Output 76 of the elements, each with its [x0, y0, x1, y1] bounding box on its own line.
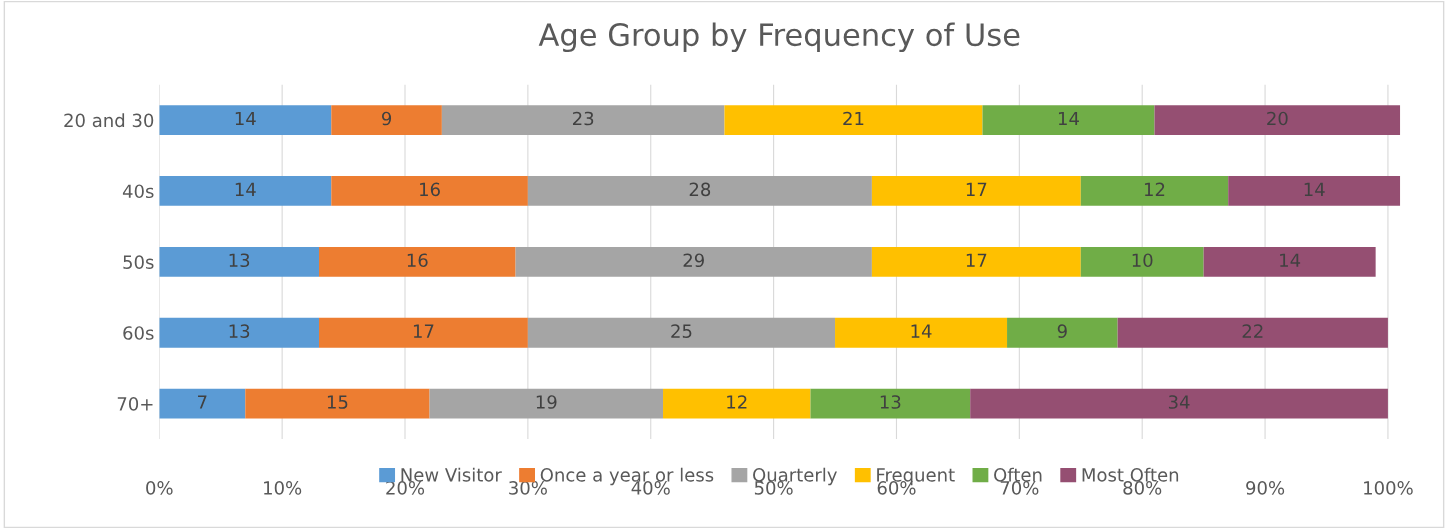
y-tick-label: 60s: [123, 326, 154, 340]
bar: [319, 246, 516, 277]
data-label: 15: [327, 395, 348, 409]
data-label: 21: [843, 111, 864, 126]
x-tick-label: 100%: [1364, 481, 1413, 495]
bar: [319, 317, 528, 348]
x-tick-label: 70%: [1000, 481, 1039, 495]
data-label: 14: [911, 324, 932, 338]
x-tick-label: 10%: [264, 481, 302, 495]
legend-label: Most Often: [1082, 467, 1179, 482]
bar: [159, 246, 319, 277]
data-label: 9: [1057, 324, 1067, 338]
bar: [245, 388, 430, 419]
data-label: 17: [966, 253, 987, 267]
y-tick-label: 70+: [117, 397, 153, 411]
bar: [724, 105, 983, 135]
bar: [1080, 246, 1204, 277]
data-label: 16: [420, 182, 440, 197]
bar: [331, 105, 442, 135]
bar: [1117, 317, 1388, 348]
data-label: 22: [1242, 324, 1263, 338]
bar: [1007, 317, 1118, 348]
bar: [871, 176, 1081, 206]
bar: [331, 176, 528, 206]
bar: [159, 317, 319, 348]
bar: [527, 176, 872, 206]
bar: [1080, 176, 1229, 206]
data-label: 16: [407, 253, 428, 268]
bar: [1154, 105, 1401, 135]
bar: [1203, 246, 1376, 277]
bar: [970, 388, 1388, 419]
data-label: 19: [536, 395, 557, 409]
data-label: 17: [413, 324, 434, 338]
data-label: 13: [880, 395, 901, 409]
data-label: 13: [229, 324, 250, 338]
data-label: 14: [1280, 253, 1301, 267]
data-label: 28: [689, 182, 711, 197]
bar: [527, 317, 836, 348]
x-tick-label: 90%: [1246, 481, 1285, 495]
data-label: 34: [1168, 395, 1190, 409]
bar: [441, 105, 725, 135]
x-tick-label: 20%: [386, 481, 425, 495]
data-label: 12: [1144, 182, 1165, 196]
x-tick-label: 80%: [1123, 481, 1162, 495]
bar: [159, 105, 332, 135]
chart-title: Age Group by Frequency of Use: [538, 22, 1020, 53]
data-label: 12: [727, 395, 747, 409]
bar: [159, 176, 332, 206]
bar: [1228, 176, 1401, 206]
data-label: 14: [1058, 111, 1079, 126]
bar: [871, 246, 1081, 277]
bar: [810, 388, 971, 419]
y-tick-label: 50s: [123, 255, 154, 269]
bar: [835, 317, 1008, 348]
data-label: 29: [683, 253, 704, 268]
data-label: 9: [381, 111, 392, 126]
data-label: 23: [573, 111, 594, 126]
data-label: 25: [671, 324, 692, 338]
data-label: 13: [229, 253, 250, 268]
data-label: 7: [198, 395, 207, 409]
y-tick-label: 40s: [122, 184, 154, 199]
bar: [515, 246, 872, 277]
data-label: 14: [235, 111, 256, 126]
x-tick-label: 0%: [146, 481, 173, 495]
data-label: 14: [235, 182, 256, 196]
bar: [982, 105, 1155, 135]
bar: [159, 388, 246, 419]
data-label: 20: [1267, 111, 1288, 126]
data-label: 10: [1132, 253, 1153, 268]
data-label: 17: [966, 182, 987, 196]
bar: [429, 388, 664, 419]
y-tick-label: 20 and 30: [64, 113, 154, 128]
legend-label: New Visitor: [401, 467, 502, 482]
bar: [663, 388, 811, 419]
legend-label: Often: [994, 467, 1042, 482]
data-label: 14: [1304, 182, 1325, 196]
